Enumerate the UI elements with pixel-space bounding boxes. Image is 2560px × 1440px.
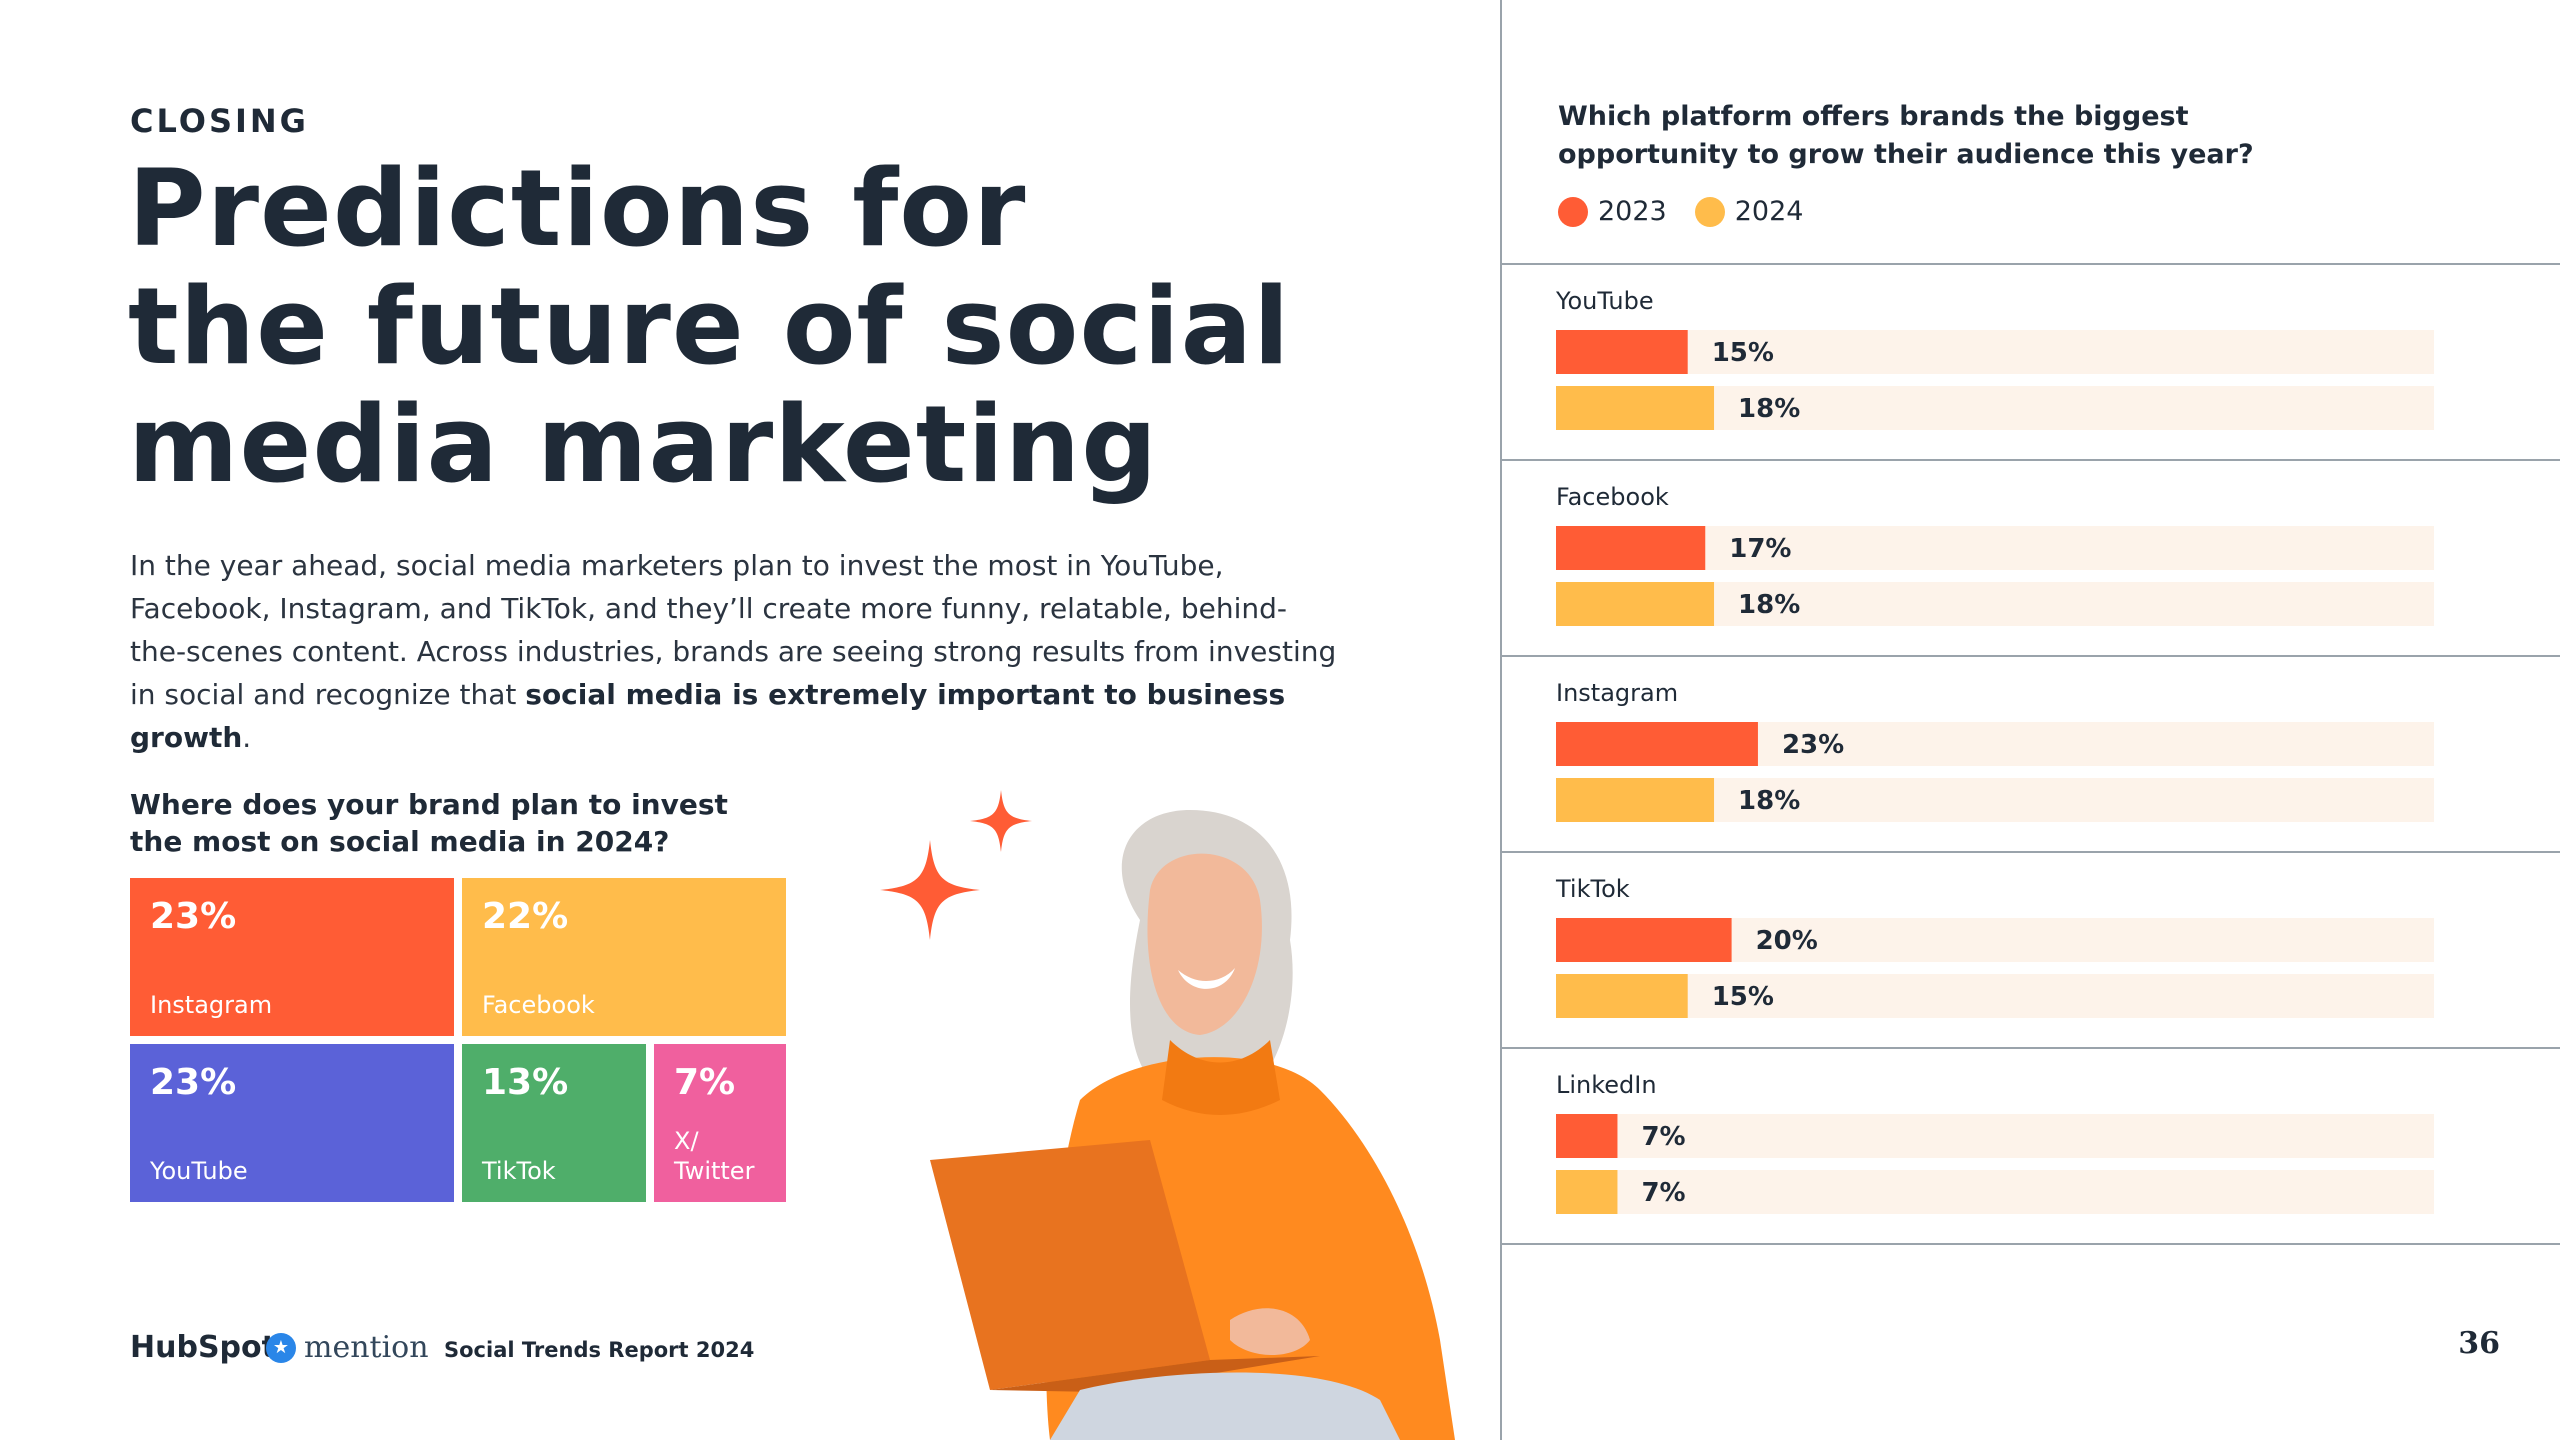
- tile-label: YouTube: [150, 1157, 248, 1185]
- treemap-title: Where does your brand plan to invest the…: [130, 788, 728, 858]
- data-label: 15%: [1712, 338, 1774, 368]
- tile-value: 23%: [150, 1062, 237, 1103]
- tile-label: X/ Twitter: [674, 1127, 755, 1185]
- category-label: YouTube: [1555, 287, 1654, 315]
- tile-value: 22%: [482, 896, 569, 937]
- legend-swatch-2023: [1558, 196, 1588, 227]
- intro-paragraph: In the year ahead, social media marketer…: [130, 544, 1340, 759]
- bar-track: [1556, 1114, 2434, 1158]
- treemap-tile-twitter: 7% X/ Twitter: [654, 1044, 786, 1202]
- bar-2024-youtube: [1556, 386, 1715, 430]
- hubspot-logo: HubSpot: [130, 1330, 276, 1365]
- data-label: 18%: [1738, 394, 1800, 424]
- chart-legend: 2023 2024: [1558, 196, 1803, 227]
- bar-2023-linkedin: [1556, 1114, 1618, 1158]
- mention-logo-text: mention: [304, 1330, 429, 1365]
- tile-value: 23%: [150, 896, 237, 937]
- bar-track: [1556, 1170, 2434, 1214]
- treemap-tile-youtube: 23% YouTube: [130, 1044, 454, 1202]
- title-line-2: the future of social: [128, 265, 1291, 388]
- bar-chart: YouTube 15% 18% Facebook 17% 18% Instagram 23% 1…: [1502, 263, 2560, 1245]
- person-with-laptop-photo: [930, 810, 1455, 1440]
- bar-2024-facebook: [1556, 582, 1715, 626]
- treemap-tile-tiktok: 13% TikTok: [462, 1044, 646, 1202]
- report-name: Social Trends Report 2024: [444, 1338, 755, 1362]
- sparkle-small-icon: [970, 790, 1032, 852]
- bar-2023-facebook: [1556, 526, 1706, 570]
- legend-label-2023: 2023: [1598, 196, 1667, 227]
- intro-text: In the year ahead, social media marketer…: [130, 549, 1337, 711]
- tile-value: 13%: [482, 1062, 569, 1103]
- data-label: 20%: [1756, 926, 1818, 956]
- category-label: Instagram: [1556, 679, 1678, 707]
- tile-label: Instagram: [150, 991, 273, 1019]
- data-label: 18%: [1738, 786, 1800, 816]
- tile-label: Facebook: [482, 991, 595, 1019]
- bar-2023-tiktok: [1556, 918, 1732, 962]
- treemap-chart: 23% Instagram 22% Facebook 23% YouTube 1…: [130, 878, 790, 1204]
- tile-label: TikTok: [482, 1157, 556, 1185]
- page-number: 36: [2458, 1326, 2500, 1361]
- tile-value: 7%: [674, 1062, 736, 1103]
- legend-swatch-2024: [1694, 196, 1725, 227]
- page-title: Predictions for the future of social med…: [128, 150, 1428, 504]
- category-label: LinkedIn: [1556, 1071, 1657, 1099]
- section-kicker: CLOSING: [130, 102, 309, 140]
- data-label: 18%: [1738, 590, 1800, 620]
- data-label: 7%: [1641, 1178, 1685, 1208]
- bar-2024-tiktok: [1556, 974, 1688, 1018]
- right-panel: Which platform offers brands the biggest…: [1500, 0, 2560, 1440]
- bar-2023-youtube: [1556, 330, 1688, 374]
- treemap-tile-instagram: 23% Instagram: [130, 878, 454, 1036]
- star-icon: ★: [266, 1332, 296, 1363]
- legend-item-2024: 2024: [1694, 196, 1804, 227]
- data-label: 17%: [1729, 534, 1791, 564]
- bar-2024-linkedin: [1556, 1170, 1618, 1214]
- bar-track: [1556, 974, 2434, 1018]
- bar-2024-instagram: [1556, 778, 1715, 822]
- title-line-3: media marketing: [128, 383, 1159, 506]
- data-label: 23%: [1782, 730, 1844, 760]
- intro-bold-text: social media is extremely important to b…: [130, 678, 1286, 754]
- intro-end: .: [242, 721, 252, 754]
- legend-label-2024: 2024: [1734, 196, 1804, 227]
- category-label: Facebook: [1556, 483, 1669, 511]
- bar-chart-title: Which platform offers brands the biggest…: [1558, 101, 2254, 170]
- sparkle-large-icon: [880, 840, 980, 940]
- bar-track: [1556, 330, 2434, 374]
- mention-logo: ★ mention: [266, 1330, 429, 1365]
- data-label: 7%: [1641, 1122, 1685, 1152]
- treemap-tile-facebook: 22% Facebook: [462, 878, 786, 1036]
- data-label: 15%: [1712, 982, 1774, 1012]
- title-line-1: Predictions for: [128, 147, 1027, 270]
- legend-item-2023: 2023: [1558, 196, 1667, 227]
- left-panel: CLOSING Predictions for the future of so…: [128, 102, 1455, 1440]
- category-label: TikTok: [1555, 875, 1630, 903]
- bar-2023-instagram: [1556, 722, 1758, 766]
